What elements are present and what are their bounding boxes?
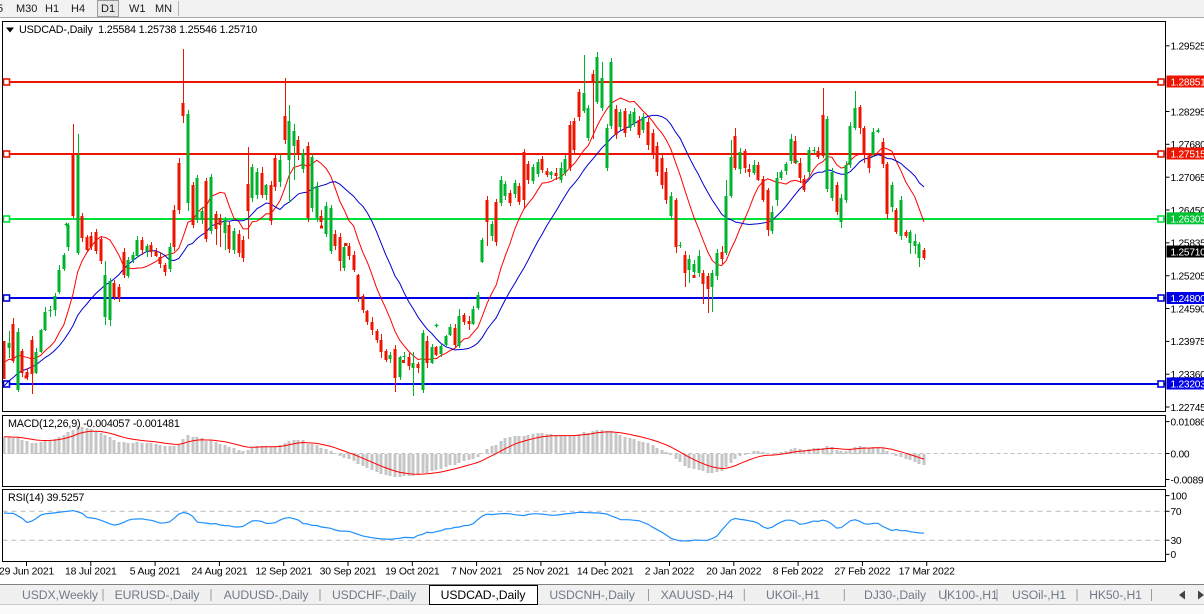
svg-text:USOil-,H1: USOil-,H1 (1012, 588, 1066, 602)
svg-text:1.23360: 1.23360 (1171, 370, 1204, 381)
svg-text:20 Jan 2022: 20 Jan 2022 (706, 567, 761, 578)
svg-text:XAUUSD-,H4: XAUUSD-,H4 (661, 588, 734, 602)
svg-text:30: 30 (1171, 536, 1182, 547)
svg-text:USDCHF-,Daily: USDCHF-,Daily (332, 588, 417, 602)
svg-text:DJ30-,Daily: DJ30-,Daily (864, 588, 927, 602)
svg-text:UK100-,H1: UK100-,H1 (938, 588, 998, 602)
svg-text:USDCAD-,Daily 1.25584 1.25738: USDCAD-,Daily 1.25584 1.25738 1.25546 1.… (19, 24, 257, 36)
svg-text:0: 0 (1171, 550, 1177, 561)
svg-text:1.25205: 1.25205 (1171, 272, 1204, 283)
svg-text:25 Nov 2021: 25 Nov 2021 (513, 567, 570, 578)
svg-text:1.28851: 1.28851 (1171, 78, 1204, 89)
svg-text:70: 70 (1171, 507, 1182, 518)
svg-text:0.010869: 0.010869 (1171, 417, 1204, 428)
svg-text:1.28295: 1.28295 (1171, 107, 1204, 118)
svg-text:D1: D1 (101, 3, 115, 15)
svg-text:18 Jul 2021: 18 Jul 2021 (65, 567, 117, 578)
svg-text:RSI(14) 39.5257: RSI(14) 39.5257 (8, 492, 84, 504)
svg-text:27 Feb 2022: 27 Feb 2022 (834, 567, 891, 578)
svg-text:12 Sep 2021: 12 Sep 2021 (255, 567, 312, 578)
svg-text:W1: W1 (129, 3, 146, 15)
svg-text:EURUSD-,Daily: EURUSD-,Daily (115, 588, 201, 602)
svg-text:USDCAD-,Daily: USDCAD-,Daily (441, 588, 527, 602)
svg-text:29 Jun 2021: 29 Jun 2021 (0, 567, 54, 578)
svg-text:H1: H1 (45, 3, 59, 15)
svg-text:HK50-,H1: HK50-,H1 (1089, 588, 1142, 602)
svg-text:1.22745: 1.22745 (1171, 403, 1204, 414)
svg-text:7 Nov 2021: 7 Nov 2021 (451, 567, 503, 578)
svg-text:1.25835: 1.25835 (1171, 239, 1204, 250)
svg-text:19 Oct 2021: 19 Oct 2021 (385, 567, 440, 578)
svg-text:UKOil-,H1: UKOil-,H1 (766, 588, 820, 602)
svg-text:1.29525: 1.29525 (1171, 42, 1204, 53)
svg-text:5 Aug 2021: 5 Aug 2021 (130, 567, 181, 578)
svg-text:24 Aug 2021: 24 Aug 2021 (191, 567, 248, 578)
svg-text:17 Mar 2022: 17 Mar 2022 (899, 567, 956, 578)
svg-text:USDCNH-,Daily: USDCNH-,Daily (549, 588, 635, 602)
svg-text:100: 100 (1171, 491, 1188, 502)
svg-text:1.25710: 1.25710 (1171, 248, 1204, 259)
svg-text:1.26450: 1.26450 (1171, 206, 1204, 217)
svg-text:M30: M30 (16, 3, 37, 15)
svg-text:8 Feb 2022: 8 Feb 2022 (773, 567, 824, 578)
svg-text:14 Dec 2021: 14 Dec 2021 (577, 567, 634, 578)
svg-text:1.23975: 1.23975 (1171, 337, 1204, 348)
svg-text:1.23203: 1.23203 (1171, 380, 1204, 391)
svg-text:0.00: 0.00 (1171, 449, 1190, 460)
svg-text:MN: MN (155, 3, 172, 15)
svg-text:AUDUSD-,Daily: AUDUSD-,Daily (224, 588, 310, 602)
svg-text:USDX,Weekly: USDX,Weekly (22, 588, 99, 602)
svg-text:1.26303: 1.26303 (1171, 214, 1204, 225)
svg-text:1.27065: 1.27065 (1171, 173, 1204, 184)
svg-text:1.27680: 1.27680 (1171, 140, 1204, 151)
svg-text:1.24800: 1.24800 (1171, 294, 1204, 305)
svg-text:-0.00897: -0.00897 (1171, 475, 1204, 486)
svg-text:1.24590: 1.24590 (1171, 304, 1204, 315)
svg-text:1.27515: 1.27515 (1171, 150, 1204, 161)
svg-text:5: 5 (0, 3, 3, 15)
svg-text:H4: H4 (71, 3, 85, 15)
svg-text:2 Jan 2022: 2 Jan 2022 (645, 567, 695, 578)
svg-text:MACD(12,26,9) -0.004057 -0.001: MACD(12,26,9) -0.004057 -0.001481 (8, 418, 180, 430)
svg-text:30 Sep 2021: 30 Sep 2021 (320, 567, 377, 578)
